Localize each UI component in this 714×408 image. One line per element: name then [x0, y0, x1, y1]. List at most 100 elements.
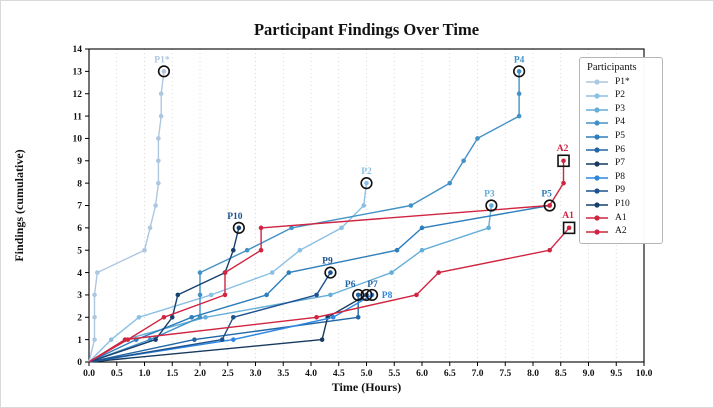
series-marker-A2 [125, 337, 131, 342]
series-marker-P5 [189, 314, 194, 320]
endpoint-square-A2 [557, 154, 570, 168]
legend-swatch-P7 [586, 161, 608, 167]
legend-swatch-P4 [586, 120, 608, 126]
series-marker-P6 [355, 314, 361, 320]
endpoint-label-P1*: P1* [154, 55, 170, 65]
x-tick-label: 8.0 [527, 369, 539, 379]
series-marker-P10 [236, 225, 242, 231]
series-line-P5 [88, 204, 550, 363]
legend-label-P1*: P1* [615, 76, 630, 87]
series-marker-P3 [328, 292, 333, 298]
y-tick-label: 9 [77, 157, 82, 167]
series-marker-A2 [547, 203, 552, 208]
endpoint-label-A1: A1 [562, 211, 574, 221]
endpoint-ring-P5 [543, 199, 556, 212]
x-tick-label: 2.0 [194, 369, 206, 379]
endpoint-label-P3: P3 [484, 190, 495, 200]
series-line-A2 [88, 160, 565, 363]
x-tick-label: 1.0 [139, 369, 151, 379]
series-marker-A2 [161, 314, 167, 320]
legend-item-A1: A1 [585, 212, 655, 226]
endpoint-label-A2: A2 [557, 144, 569, 154]
series-marker-A1 [547, 247, 552, 253]
series-marker-P5 [264, 292, 269, 298]
series-marker-P5 [286, 270, 292, 275]
legend-label-A1: A1 [615, 212, 627, 223]
x-tick-label: 9.5 [610, 369, 622, 379]
series-marker-P1* [153, 203, 158, 208]
series-marker-P1* [92, 337, 97, 342]
legend-swatch-P8 [586, 174, 608, 181]
series-marker-P10 [175, 292, 181, 298]
series-marker-P3 [486, 225, 491, 231]
series-marker-P4 [197, 292, 203, 298]
endpoint-ring-P3 [485, 199, 498, 212]
series-marker-P2 [136, 314, 142, 320]
legend-swatch-P2 [586, 93, 608, 99]
y-axis-label: Findings (cumulative) [12, 149, 26, 261]
series-line-P6 [88, 294, 359, 363]
y-tick-label: 4 [77, 269, 82, 279]
endpoint-ring-P2 [360, 177, 373, 190]
series-marker-P1* [95, 270, 100, 275]
endpoint-label-P9: P9 [322, 257, 333, 267]
legend-item-P8: P8 [585, 171, 655, 185]
series-marker-P5 [419, 225, 425, 231]
series-marker-P4 [475, 136, 480, 141]
series-line-P3 [88, 205, 493, 363]
x-tick-label: 1.5 [166, 369, 178, 379]
series-marker-P2 [269, 270, 275, 275]
series-marker-P1* [158, 113, 164, 119]
legend-swatch-P10 [586, 202, 608, 208]
endpoint-ring-P4 [513, 65, 526, 78]
endpoint-label-P6: P6 [345, 280, 356, 290]
x-tick-label: 6.5 [444, 369, 456, 379]
series-line-P8 [88, 294, 373, 363]
x-tick-label: 8.5 [555, 369, 567, 379]
legend-swatch-P5 [586, 134, 608, 140]
y-tick-label: 5 [77, 246, 82, 256]
endpoint-square-A1 [562, 221, 576, 235]
series-line-P4 [88, 71, 520, 363]
legend-label-P4: P4 [615, 117, 626, 128]
endpoint-label-P4: P4 [514, 55, 525, 65]
x-tick-label: 5.0 [361, 369, 373, 379]
x-tick-label: 6.0 [416, 369, 428, 379]
y-tick-label: 3 [77, 291, 82, 301]
endpoint-label-P7: P7 [367, 280, 378, 290]
series-marker-P10 [153, 337, 158, 342]
series-marker-P9 [219, 337, 225, 342]
legend-swatch-P1* [586, 79, 608, 85]
series-marker-P4 [447, 180, 453, 186]
legend-item-P6: P6 [585, 144, 655, 158]
series-marker-P9 [314, 292, 319, 298]
endpoint-ring-P7 [360, 288, 373, 302]
series-marker-P9 [328, 270, 333, 275]
legend-label-P6: P6 [615, 144, 626, 155]
series-marker-P1* [156, 158, 161, 164]
x-tick-label: 3.5 [277, 369, 289, 379]
series-marker-P1* [92, 314, 97, 320]
series-marker-P4 [289, 225, 294, 231]
y-tick-label: 8 [77, 179, 82, 189]
series-marker-P5 [394, 247, 400, 253]
legend-item-P3: P3 [585, 103, 655, 117]
y-tick-label: 0 [77, 358, 82, 368]
series-line-P7 [88, 294, 367, 363]
y-tick-label: 7 [77, 202, 82, 212]
series-marker-P2 [361, 203, 367, 208]
series-marker-A1 [436, 270, 441, 275]
y-tick-label: 13 [73, 68, 83, 78]
series-marker-P3 [203, 314, 208, 320]
series-marker-P4 [516, 69, 522, 74]
legend-item-P7: P7 [585, 157, 655, 171]
legend-swatch-A1 [586, 215, 608, 221]
series-marker-P10 [231, 247, 236, 253]
endpoint-ring-P9 [324, 266, 337, 279]
y-tick-label: 2 [77, 313, 82, 323]
endpoint-label-P10: P10 [227, 212, 243, 222]
endpoint-label-P8: P8 [382, 291, 393, 301]
series-marker-P6 [355, 292, 361, 298]
